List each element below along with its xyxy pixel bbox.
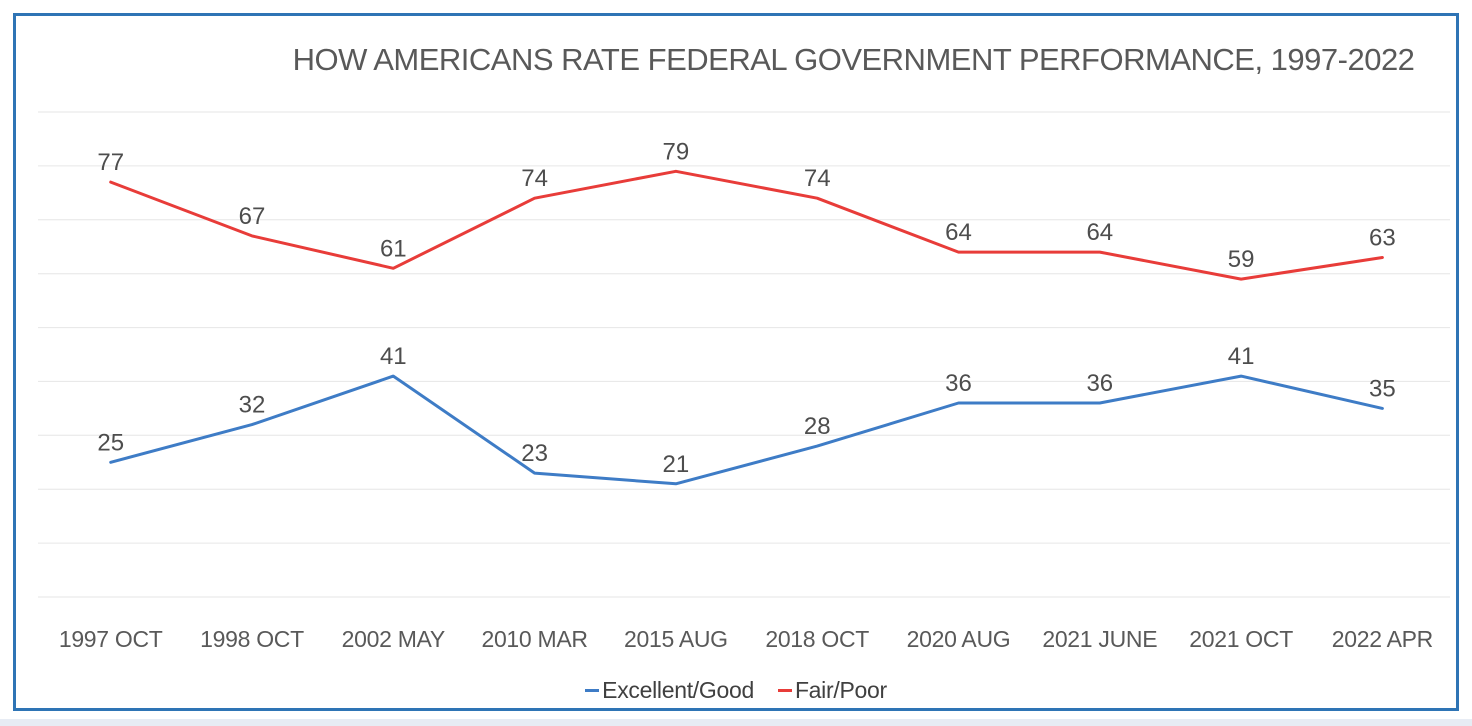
x-axis-label: 2021 OCT: [1189, 626, 1293, 652]
data-label: 64: [1086, 219, 1113, 246]
x-axis-label: 2018 OCT: [765, 626, 869, 652]
legend: Excellent/Good Fair/Poor: [16, 677, 1456, 704]
x-axis-label: 2020 AUG: [907, 626, 1011, 652]
data-label: 74: [804, 165, 831, 192]
legend-item-fair-poor: Fair/Poor: [777, 677, 887, 704]
data-label: 64: [945, 219, 972, 246]
data-label: 35: [1369, 375, 1396, 402]
data-label: 77: [97, 149, 124, 176]
legend-line-marker-icon: [777, 689, 792, 692]
series-line-excellent-good: [109, 374, 1384, 486]
data-label: 41: [1228, 343, 1255, 370]
data-label: 32: [239, 392, 266, 419]
legend-line-marker-icon: [585, 689, 600, 692]
x-axis-label: 1997 OCT: [59, 626, 163, 652]
x-axis-label: 2021 JUNE: [1042, 626, 1157, 652]
chart-area: HOW AMERICANS RATE FEDERAL GOVERNMENT PE…: [16, 16, 1456, 708]
data-label: 67: [239, 203, 266, 230]
data-label: 28: [804, 413, 831, 440]
legend-item-excellent-good: Excellent/Good: [585, 677, 754, 704]
data-label: 21: [663, 451, 690, 478]
x-axis-label: 2015 AUG: [624, 626, 728, 652]
x-axis-label: 2022 APR: [1332, 626, 1433, 652]
x-axis-label: 1998 OCT: [200, 626, 304, 652]
legend-label: Excellent/Good: [602, 677, 754, 703]
data-label: 41: [380, 343, 407, 370]
plot-area: 25 32 41 23 21 28 36 36 41 35 77 67 61 74 79 74 64 64 59 63…: [38, 111, 1450, 652]
data-label: 23: [521, 440, 548, 467]
data-label: 59: [1228, 246, 1255, 273]
data-label: 61: [380, 235, 407, 262]
data-label: 36: [1086, 370, 1113, 397]
data-label: 36: [945, 370, 972, 397]
chart-title: HOW AMERICANS RATE FEDERAL GOVERNMENT PE…: [292, 42, 1415, 77]
series-line-fair-poor: [109, 169, 1384, 281]
page-bottom-edge: [0, 719, 1472, 726]
legend-label: Fair/Poor: [794, 677, 887, 703]
chart-frame: HOW AMERICANS RATE FEDERAL GOVERNMENT PE…: [13, 13, 1459, 711]
data-label: 79: [663, 138, 690, 165]
data-label: 74: [521, 165, 548, 192]
data-label: 63: [1369, 225, 1396, 252]
x-axis-label: 2002 MAY: [342, 626, 445, 652]
x-axis-label: 2010 MAR: [481, 626, 587, 652]
data-label: 25: [97, 429, 124, 456]
